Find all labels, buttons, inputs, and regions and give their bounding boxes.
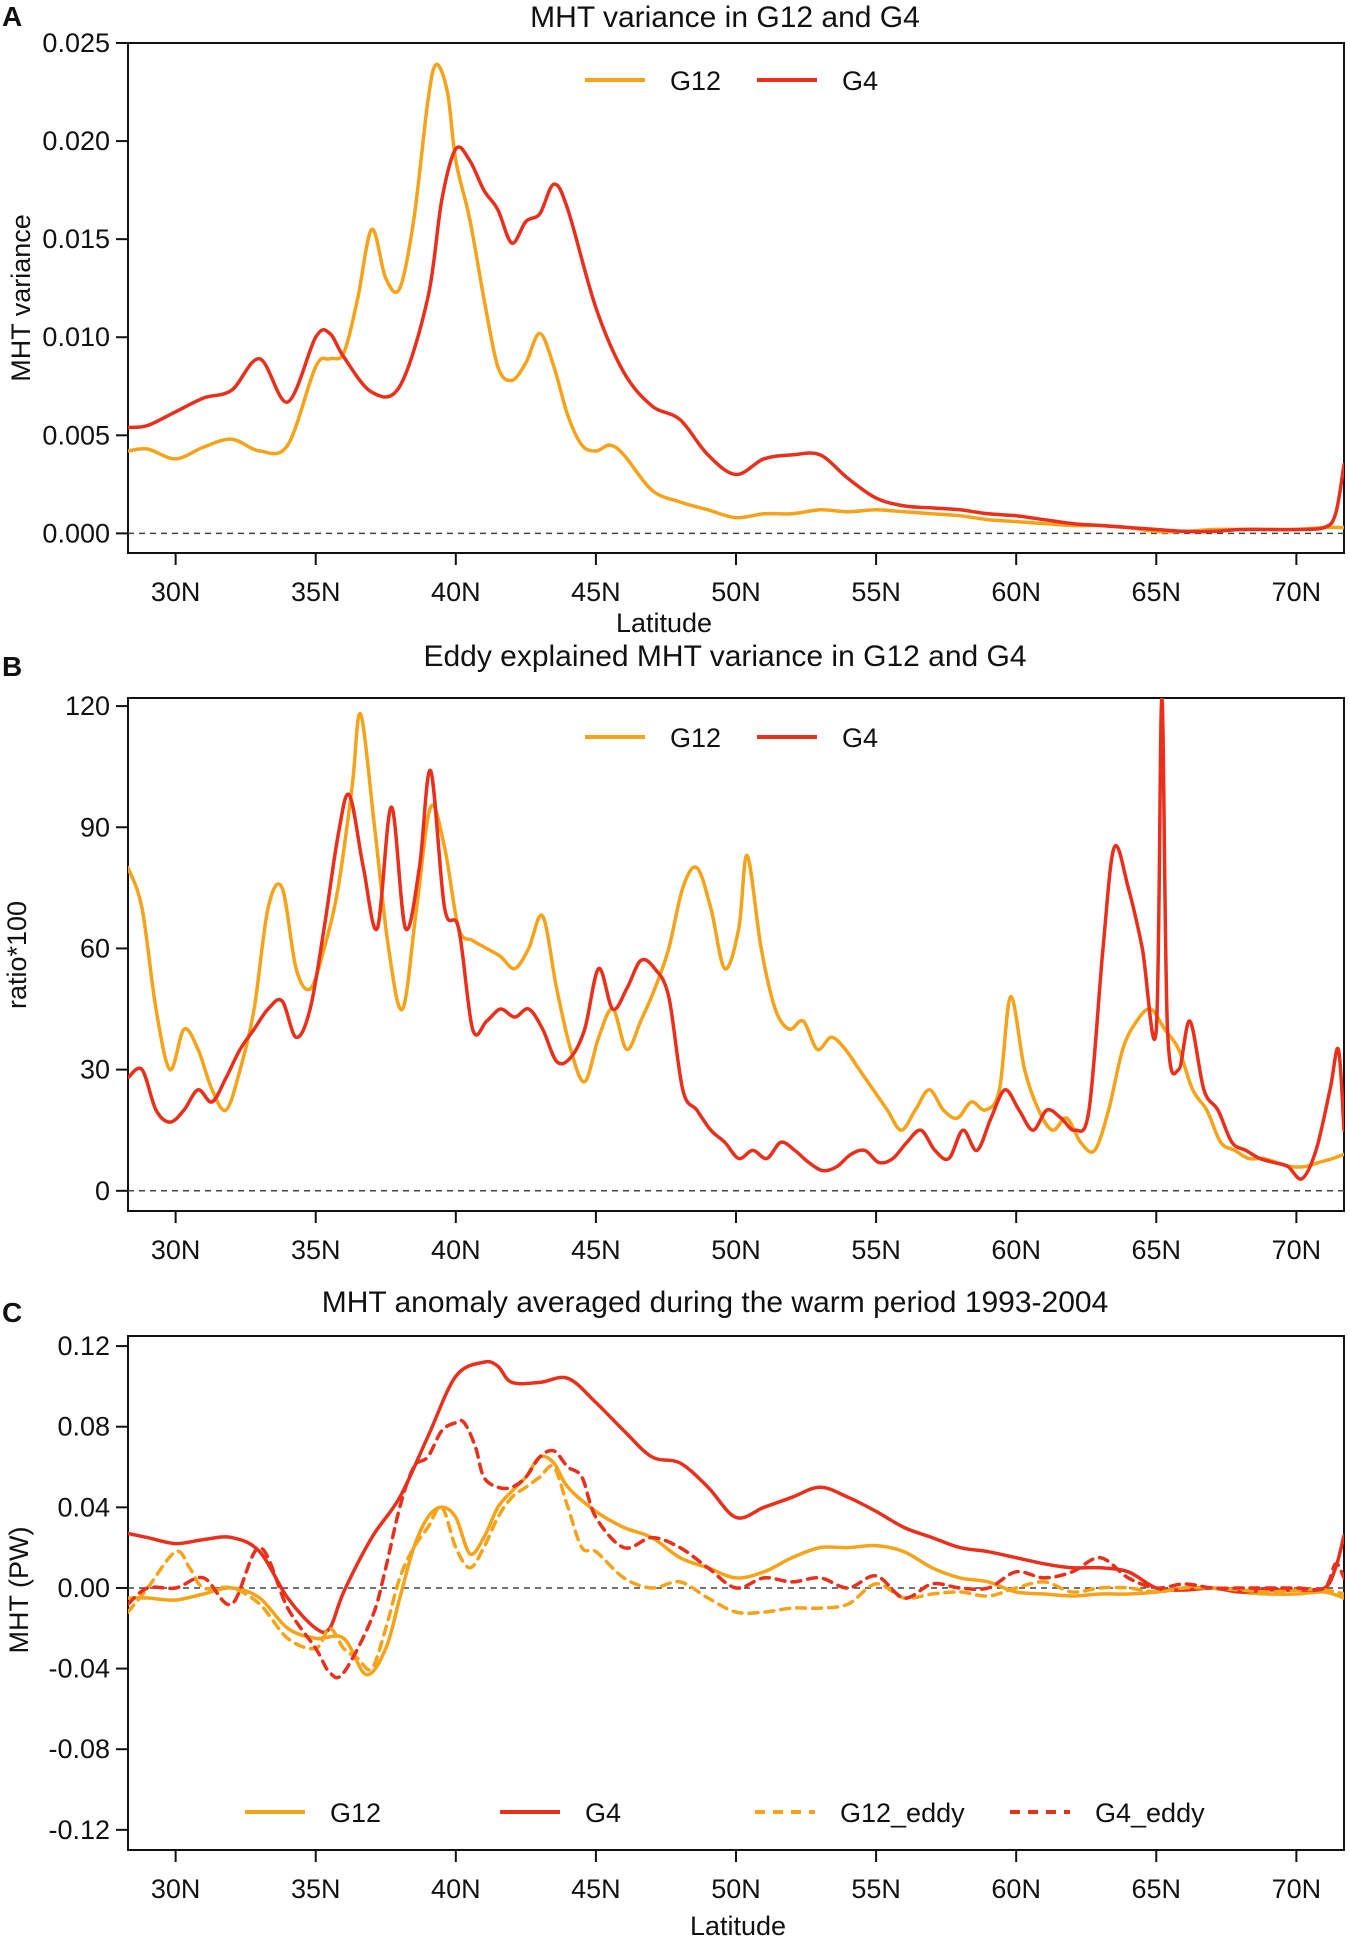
panel-c-series-group xyxy=(128,1359,1344,1680)
panel-c: C MHT anomaly averaged during the warm p… xyxy=(2,1286,1345,1940)
x-tick-label: 65N xyxy=(1132,1874,1182,1904)
y-tick-label: 0.020 xyxy=(42,126,110,156)
panel-c-x-axis: 30N 35N 40N 45N 50N 55N 60N 65N 70N xyxy=(151,1850,1321,1904)
series-line-g4-eddy xyxy=(128,1418,1344,1680)
y-tick-label: 30 xyxy=(80,1055,110,1085)
panel-a-legend: G12 G4 xyxy=(585,66,878,96)
y-tick-label: -0.08 xyxy=(48,1734,110,1764)
series-line-g4 xyxy=(128,145,1344,534)
y-tick-label: 0.000 xyxy=(42,518,110,548)
x-tick-label: 65N xyxy=(1132,577,1182,607)
panel-a-x-axis: 30N 35N 40N 45N 50N 55N 60N 65N 70N xyxy=(151,553,1321,607)
x-tick-label: 45N xyxy=(571,1235,621,1265)
series-line-g4 xyxy=(128,698,1344,1181)
y-tick-label: 90 xyxy=(80,812,110,842)
x-tick-label: 60N xyxy=(991,577,1041,607)
panel-b-series-group xyxy=(128,698,1344,1181)
panel-a-y-label: MHT variance xyxy=(6,214,36,382)
panel-b: B Eddy explained MHT variance in G12 and… xyxy=(2,640,1345,1265)
x-tick-label: 40N xyxy=(431,1235,481,1265)
x-tick-label: 45N xyxy=(571,577,621,607)
panel-b-legend-g4-label: G4 xyxy=(842,723,878,753)
panel-c-x-label: Latitude xyxy=(690,1911,786,1940)
x-tick-label: 35N xyxy=(291,1874,341,1904)
y-tick-label: -0.04 xyxy=(48,1654,110,1684)
x-tick-label: 45N xyxy=(571,1874,621,1904)
panel-c-legend-g4-eddy-label: G4_eddy xyxy=(1095,1798,1205,1828)
panel-a-title: MHT variance in G12 and G4 xyxy=(530,1,920,34)
x-tick-label: 35N xyxy=(291,1235,341,1265)
panel-b-y-label: ratio*100 xyxy=(2,901,32,1009)
x-tick-label: 55N xyxy=(851,1874,901,1904)
panel-a-y-axis: 0.000 0.005 0.010 0.015 0.020 0.025 xyxy=(42,28,128,548)
x-tick-label: 50N xyxy=(711,1235,761,1265)
panel-b-letter: B xyxy=(2,651,22,682)
panel-b-title: Eddy explained MHT variance in G12 and G… xyxy=(423,640,1026,673)
x-tick-label: 60N xyxy=(991,1235,1041,1265)
series-line-g12 xyxy=(128,62,1344,534)
x-tick-label: 60N xyxy=(991,1874,1041,1904)
panel-a-legend-g4-label: G4 xyxy=(842,66,878,96)
x-tick-label: 40N xyxy=(431,1874,481,1904)
panel-c-legend-g12-label: G12 xyxy=(330,1798,381,1828)
y-tick-label: -0.12 xyxy=(48,1815,110,1845)
panel-c-y-label: MHT (PW) xyxy=(4,1527,34,1654)
panel-c-y-axis: 0.12 0.08 0.04 0.00 -0.04 -0.08 -0.12 xyxy=(48,1331,128,1845)
x-tick-label: 70N xyxy=(1272,1874,1322,1904)
panel-a-series-group xyxy=(128,62,1344,534)
y-tick-label: 0.025 xyxy=(42,28,110,58)
y-tick-label: 0.015 xyxy=(42,224,110,254)
panel-c-legend: G12 G4 G12_eddy G4_eddy xyxy=(245,1798,1205,1828)
panel-c-title: MHT anomaly averaged during the warm per… xyxy=(322,1286,1109,1319)
x-tick-label: 50N xyxy=(711,577,761,607)
y-tick-label: 60 xyxy=(80,933,110,963)
y-tick-label: 0.08 xyxy=(57,1412,110,1442)
series-line-g12 xyxy=(128,712,1344,1169)
x-tick-label: 30N xyxy=(151,1874,201,1904)
x-tick-label: 70N xyxy=(1272,577,1322,607)
x-tick-label: 70N xyxy=(1272,1235,1322,1265)
panel-c-legend-g12-eddy-label: G12_eddy xyxy=(840,1798,965,1828)
panel-b-legend: G12 G4 xyxy=(585,723,878,753)
series-line-g12-eddy xyxy=(128,1464,1344,1672)
x-tick-label: 55N xyxy=(851,577,901,607)
panel-c-letter: C xyxy=(2,1297,22,1328)
y-tick-label: 0 xyxy=(95,1176,110,1206)
y-tick-label: 120 xyxy=(65,691,110,721)
y-tick-label: 0.005 xyxy=(42,420,110,450)
x-tick-label: 30N xyxy=(151,577,201,607)
y-tick-label: 0.00 xyxy=(57,1573,110,1603)
panel-a-letter: A xyxy=(2,1,22,32)
panel-b-legend-g12-label: G12 xyxy=(670,723,721,753)
x-tick-label: 30N xyxy=(151,1235,201,1265)
x-tick-label: 55N xyxy=(851,1235,901,1265)
panel-a-x-label: Latitude xyxy=(616,608,712,638)
x-tick-label: 40N xyxy=(431,577,481,607)
panel-b-x-axis: 30N 35N 40N 45N 50N 55N 60N 65N 70N xyxy=(151,1211,1321,1265)
x-tick-label: 50N xyxy=(711,1874,761,1904)
y-tick-label: 0.010 xyxy=(42,322,110,352)
panel-c-legend-g4-label: G4 xyxy=(585,1798,621,1828)
panel-a: A MHT variance in G12 and G4 0.0000.0050… xyxy=(2,1,1345,638)
panel-b-y-axis: 0 30 60 90 120 xyxy=(65,691,128,1206)
x-tick-label: 65N xyxy=(1132,1235,1182,1265)
panel-a-legend-g12-label: G12 xyxy=(670,66,721,96)
y-tick-label: 0.12 xyxy=(57,1331,110,1361)
y-tick-label: 0.04 xyxy=(57,1492,110,1522)
x-tick-label: 35N xyxy=(291,577,341,607)
panel-a-plot-box xyxy=(127,42,1345,554)
